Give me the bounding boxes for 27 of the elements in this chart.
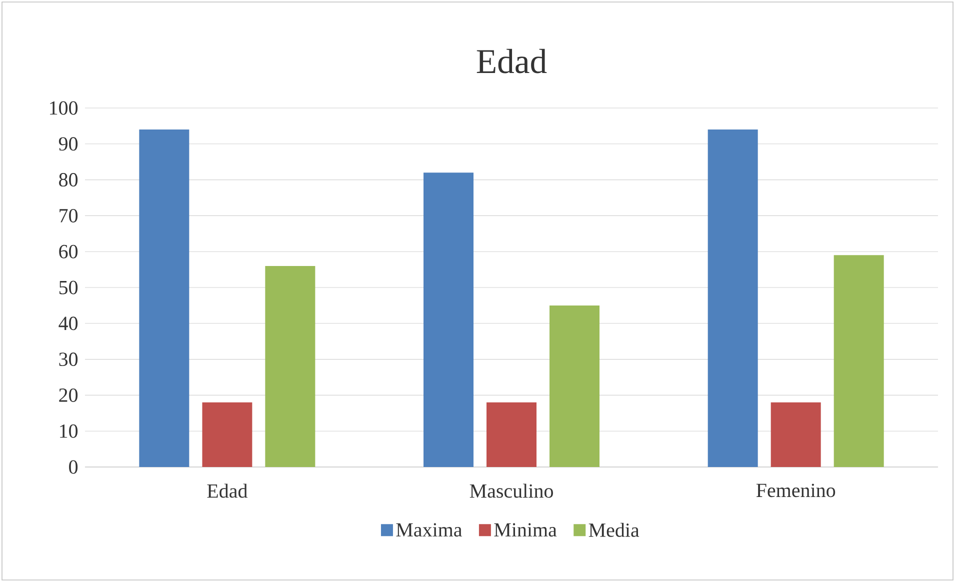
bar xyxy=(202,402,252,467)
x-tick-label: Masculino xyxy=(470,484,553,498)
y-tick-label: 0 xyxy=(69,460,78,474)
y-tick-label: 10 xyxy=(60,424,78,438)
bar xyxy=(834,255,884,467)
y-tick-label: 50 xyxy=(59,280,78,294)
legend-label: Media xyxy=(588,522,640,537)
y-tick-label: 40 xyxy=(58,316,78,330)
y-tick-label: 100 xyxy=(50,101,78,115)
bar xyxy=(550,305,600,467)
chart-title: Edad xyxy=(476,48,547,74)
bar xyxy=(770,402,821,467)
bar xyxy=(708,130,758,467)
y-tick-label: 70 xyxy=(60,208,78,222)
legend-label: Maxima xyxy=(396,523,462,537)
x-tick-label: Edad xyxy=(207,484,248,498)
bar xyxy=(265,266,316,467)
legend-label: Minima xyxy=(494,523,557,537)
bar xyxy=(139,130,190,467)
y-tick-label: 90 xyxy=(58,137,78,151)
y-tick-label: 30 xyxy=(59,352,78,366)
y-tick-label: 60 xyxy=(59,244,78,258)
y-tick-label: 80 xyxy=(59,173,78,187)
bar xyxy=(424,172,474,467)
y-tick-label: 20 xyxy=(59,388,78,402)
x-tick-label: Femenino xyxy=(756,484,836,498)
bar xyxy=(486,402,537,467)
